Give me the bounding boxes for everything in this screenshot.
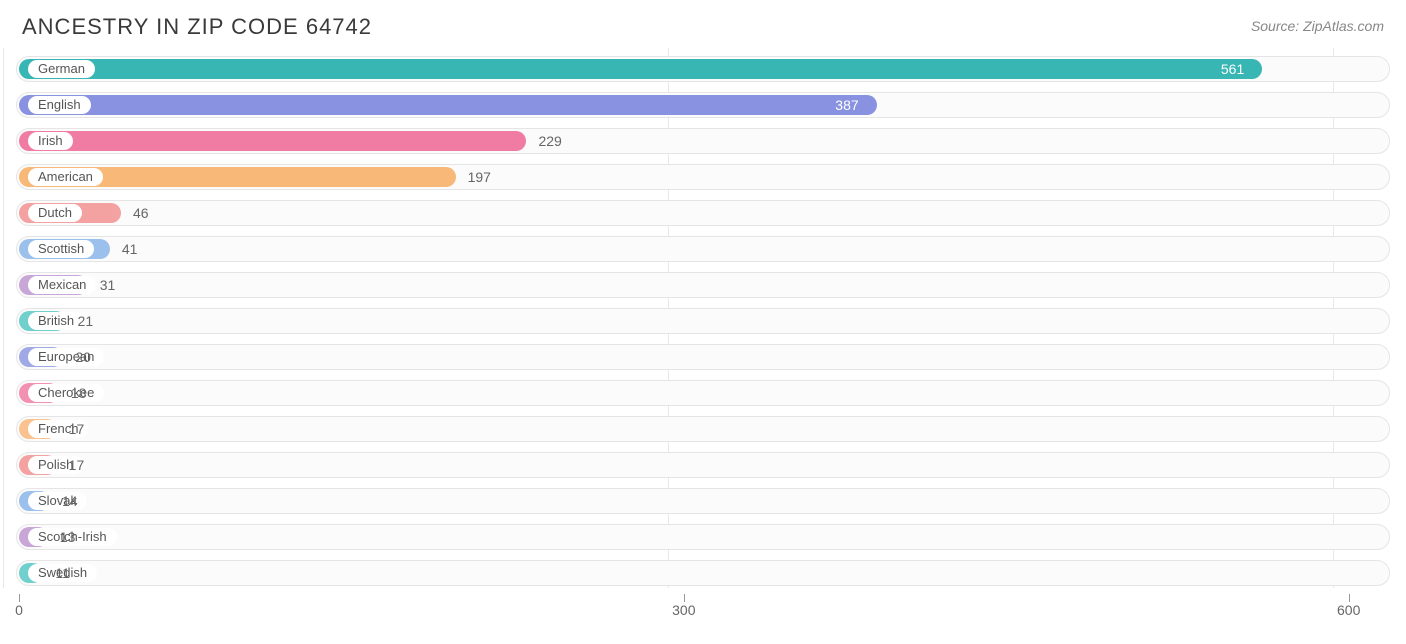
bar-row: Dutch 46 bbox=[16, 198, 1390, 228]
value-label: 11 bbox=[51, 563, 74, 583]
bar-track bbox=[16, 308, 1390, 334]
bar-row: Mexican31 bbox=[16, 270, 1390, 300]
bar bbox=[19, 131, 526, 151]
category-label: German bbox=[28, 60, 95, 78]
value-label: 387 bbox=[831, 95, 862, 115]
bar-track bbox=[16, 344, 1390, 370]
bar-row: German 561 bbox=[16, 54, 1390, 84]
bar-row: Slovak14 bbox=[16, 486, 1390, 516]
value-label: 31 bbox=[96, 275, 120, 295]
value-label: 41 bbox=[118, 239, 142, 259]
bar-row: Scottish 41 bbox=[16, 234, 1390, 264]
bar-row: Polish17 bbox=[16, 450, 1390, 480]
bar-track bbox=[16, 560, 1390, 586]
bar-row: Irish 229 bbox=[16, 126, 1390, 156]
bar-row: English 387 bbox=[16, 90, 1390, 120]
bar-row: British21 bbox=[16, 306, 1390, 336]
value-label: 20 bbox=[71, 347, 95, 367]
chart-title: ANCESTRY IN ZIP CODE 64742 bbox=[22, 14, 372, 40]
bar-row: Scotch-Irish13 bbox=[16, 522, 1390, 552]
bar-track bbox=[16, 452, 1390, 478]
x-tick-label: 300 bbox=[672, 602, 695, 618]
value-label: 18 bbox=[67, 383, 91, 403]
chart-area: German 561 English 387 Irish 229 American 197 Du… bbox=[0, 48, 1406, 622]
chart-source: Source: ZipAtlas.com bbox=[1251, 14, 1384, 34]
value-label: 229 bbox=[534, 131, 565, 151]
bar-row: American 197 bbox=[16, 162, 1390, 192]
category-label: Scottish bbox=[28, 240, 94, 258]
bar-track bbox=[16, 236, 1390, 262]
gridline bbox=[3, 48, 4, 588]
bar-track bbox=[16, 200, 1390, 226]
bar-row: European20 bbox=[16, 342, 1390, 372]
value-label: 14 bbox=[58, 491, 82, 511]
x-axis: 0 300 600 bbox=[16, 594, 1390, 622]
bar-track bbox=[16, 380, 1390, 406]
bar-row: Swedish11 bbox=[16, 558, 1390, 588]
value-label: 197 bbox=[464, 167, 495, 187]
value-label: 17 bbox=[65, 455, 89, 475]
category-label: Dutch bbox=[28, 204, 82, 222]
value-label: 13 bbox=[56, 527, 80, 547]
bar-row: French17 bbox=[16, 414, 1390, 444]
value-label: 17 bbox=[65, 419, 89, 439]
bar bbox=[19, 59, 1262, 79]
value-label: 21 bbox=[74, 311, 98, 331]
x-tick-label: 600 bbox=[1337, 602, 1360, 618]
category-label: Irish bbox=[28, 132, 73, 150]
x-tick-label: 0 bbox=[15, 602, 23, 618]
bar-track bbox=[16, 416, 1390, 442]
bar-row: Cherokee18 bbox=[16, 378, 1390, 408]
chart-header: ANCESTRY IN ZIP CODE 64742 Source: ZipAt… bbox=[0, 0, 1406, 48]
bar-track bbox=[16, 488, 1390, 514]
category-label: English bbox=[28, 96, 91, 114]
bar-track bbox=[16, 272, 1390, 298]
bar bbox=[19, 95, 877, 115]
bar-track bbox=[16, 524, 1390, 550]
value-label: 561 bbox=[1217, 59, 1248, 79]
category-label: Mexican bbox=[28, 276, 96, 294]
category-label: American bbox=[28, 168, 103, 186]
value-label: 46 bbox=[129, 203, 153, 223]
